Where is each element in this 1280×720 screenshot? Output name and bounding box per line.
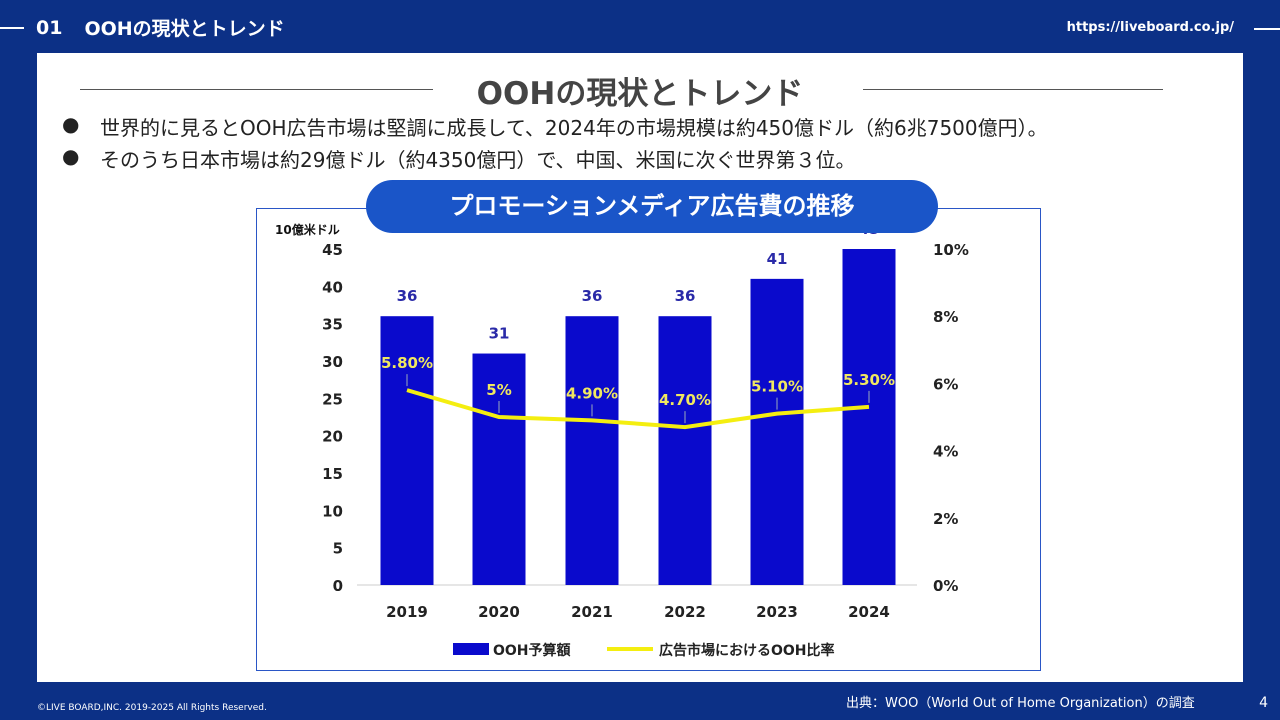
y-tick-label: 45 xyxy=(322,241,343,259)
y2-tick-label: 10% xyxy=(933,241,969,259)
bar-value-label: 36 xyxy=(397,287,418,305)
bullet-icon: ● xyxy=(62,112,80,136)
line-value-label: 5% xyxy=(486,381,511,399)
bullet-text: そのうち日本市場は約29億ドル（約4350億円）で、中国、米国に次ぐ世界第３位。 xyxy=(100,148,856,172)
bullet-item: ● 世界的に見るとOOH広告市場は堅調に成長して、2024年の市場規模は約450億… xyxy=(62,112,1048,141)
x-tick-label: 2023 xyxy=(756,603,798,621)
line-value-label: 4.70% xyxy=(659,391,711,409)
bar xyxy=(658,316,712,585)
x-tick-label: 2020 xyxy=(478,603,520,621)
bar xyxy=(472,353,526,585)
chart-title: プロモーションメディア広告費の推移 xyxy=(366,180,938,233)
y-tick-label: 0 xyxy=(333,577,343,595)
legend-label: OOH予算額 xyxy=(493,642,571,659)
bar xyxy=(750,278,804,585)
copyright: ©LIVE BOARD,INC. 2019-2025 All Rights Re… xyxy=(37,703,267,713)
bar-value-label: 36 xyxy=(675,287,696,305)
bullet-icon: ● xyxy=(62,144,80,168)
line-value-label: 5.30% xyxy=(843,371,895,389)
y-tick-label: 40 xyxy=(322,278,343,296)
bullet-item: ● そのうち日本市場は約29億ドル（約4350億円）で、中国、米国に次ぐ世界第３位… xyxy=(62,144,856,173)
y-tick-label: 35 xyxy=(322,316,343,334)
bar xyxy=(565,316,619,585)
line-series xyxy=(406,388,870,430)
y2-tick-label: 0% xyxy=(933,577,958,595)
y-tick-label: 20 xyxy=(322,428,343,446)
line-value-label: 4.90% xyxy=(566,384,618,402)
slide-title: OOHの現状とトレンド xyxy=(476,76,804,112)
x-tick-label: 2022 xyxy=(664,603,706,621)
site-url[interactable]: https://liveboard.co.jp/ xyxy=(1066,20,1234,35)
y2-tick-label: 2% xyxy=(933,510,958,528)
bar xyxy=(842,249,896,585)
x-tick-label: 2021 xyxy=(571,603,613,621)
bar-value-label: 36 xyxy=(582,287,603,305)
line-value-label: 5.10% xyxy=(751,378,803,396)
y-tick-label: 10 xyxy=(322,502,343,520)
legend-label: 広告市場におけるOOH比率 xyxy=(659,642,835,659)
y2-tick-label: 4% xyxy=(933,443,958,461)
y-tick-label: 25 xyxy=(322,390,343,408)
bar xyxy=(380,316,434,585)
y-tick-label: 5 xyxy=(333,540,343,558)
title-rule-left xyxy=(80,89,433,90)
x-tick-label: 2019 xyxy=(386,603,428,621)
divider xyxy=(0,26,24,29)
section-number: 01 xyxy=(36,16,63,39)
section-title: OOHの現状とトレンド xyxy=(84,18,285,40)
x-tick-label: 2024 xyxy=(848,603,890,621)
legend-bar-swatch xyxy=(453,643,489,655)
bullet-text: 世界的に見るとOOH広告市場は堅調に成長して、2024年の市場規模は約450億ド… xyxy=(100,116,1048,140)
y2-tick-label: 8% xyxy=(933,308,958,326)
line-value-label: 5.80% xyxy=(381,354,433,372)
y-tick-label: 15 xyxy=(322,465,343,483)
bar-value-label: 41 xyxy=(767,250,788,268)
title-rule-right xyxy=(863,89,1163,90)
page-number: 4 xyxy=(1259,695,1268,711)
chart: 10億米ドル 0 5 10 15 20 25 30 35 40 45 0% 2% 4% 6% 8% 10% 36 2… xyxy=(275,220,969,659)
y2-tick-label: 6% xyxy=(933,375,958,393)
source-note: 出典：WOO（World Out of Home Organization）の調… xyxy=(846,696,1195,711)
bar-value-label: 31 xyxy=(489,325,510,343)
section-header: 01 OOHの現状とトレンド xyxy=(0,14,285,41)
divider xyxy=(1254,28,1280,30)
chart-container: 10億米ドル 0 5 10 15 20 25 30 35 40 45 0% 2% 4% 6% 8% 10% 36 2… xyxy=(256,208,1041,671)
y-tick-label: 30 xyxy=(322,353,343,371)
y-axis-label: 10億米ドル xyxy=(275,222,340,237)
